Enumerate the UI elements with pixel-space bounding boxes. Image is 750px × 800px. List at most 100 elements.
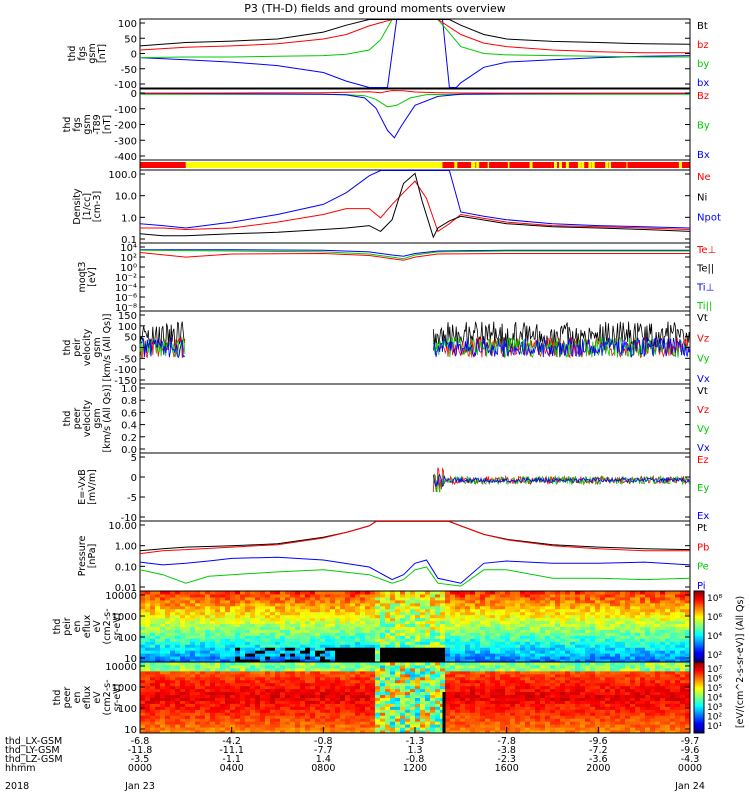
spectrogram-cell [515,673,521,678]
spectrogram-cell [205,718,211,722]
spectrogram-cell [605,608,611,613]
spectrogram-cell [560,682,566,687]
spectrogram-cell [400,724,406,728]
spectrogram-cell [210,676,216,681]
spectrogram-cell [320,641,326,645]
spectrogram-cell [600,638,606,642]
series-Ti|| [139,249,690,260]
spectrogram-cell [200,670,206,675]
spectrogram-cell [395,614,401,619]
spectrogram-cell [175,670,181,675]
spectrogram-cell [465,659,471,663]
spectrogram-cell [545,656,551,660]
spectrogram-cell [370,591,376,595]
spectrogram-cell [150,712,156,716]
spectrogram-cell [490,670,496,675]
spectrogram-cell [465,685,471,690]
spectrogram-cell [255,650,261,654]
spectrogram-cell [530,724,536,728]
spectrogram-cell [620,596,626,601]
spectrogram-cell [380,718,386,722]
spectrogram-cell [265,656,271,660]
spectrogram-cell [160,730,166,734]
spectrogram-cell [520,647,526,651]
spectrogram-cell [185,673,191,678]
legend-by: by [697,59,709,70]
spectrogram-cell [340,676,346,681]
spectrogram-cell [175,715,181,719]
spectrogram-cell [220,602,226,607]
spectrogram-cell [460,709,466,713]
spectrogram-cell [445,679,451,684]
spectrogram-cell [475,682,481,687]
spectrogram-cell [285,644,291,648]
spectrogram-cell [660,638,666,642]
spectrogram-cell [365,614,371,619]
spectrogram-cell [275,599,281,604]
spectrogram-cell [385,691,391,696]
spectrogram-cell [150,641,156,645]
spectrogram-cell [160,667,166,672]
spectrogram-cell [540,718,546,722]
spectrogram-cell [445,703,451,707]
spectrogram-cell [180,703,186,707]
spectrogram-cell [315,706,321,710]
spectrogram-cell [205,641,211,645]
spectrogram-cell [555,706,561,710]
spectrogram-cell [420,679,426,684]
spectrogram-cell [660,641,666,645]
spectrogram-cell [425,697,431,701]
spectrogram-cell [195,653,201,657]
spectrogram-cell [310,670,316,675]
spectrogram-cell [585,611,591,616]
spectrogram-cell [365,715,371,719]
spectrogram-cell [320,647,326,651]
spectrogram-cell [250,626,256,630]
spectrogram-cell [645,596,651,601]
legend-Bx: Bx [697,150,710,161]
spectrogram-cell [650,635,656,639]
spectrogram-cell [395,662,401,666]
spectrogram-cell [450,644,456,648]
spectrogram-cell [220,614,226,619]
series-Pi [139,556,691,584]
mode-marker [546,162,550,168]
spectrogram-cell [360,629,366,633]
spectrogram-cell [355,596,361,601]
mode-marker [577,162,581,168]
spectrogram-cell [185,629,191,633]
spectrogram-cell [410,682,416,687]
spectrogram-cell [670,641,676,645]
spectrogram-cell [665,650,671,654]
spectrogram-cell [600,641,606,645]
spectrogram-cell [230,629,236,633]
spectrogram-cell [375,676,381,681]
spectrogram-cell [525,670,531,675]
spectrogram-cell [330,638,336,642]
spectrogram-cell [380,626,386,630]
spectrogram-cell [655,593,661,598]
spectrogram-cell [450,635,456,639]
spectrogram-cell [290,656,296,660]
mode-segment [140,162,186,168]
spectrogram-cell [375,602,381,607]
spectrogram-cell [565,641,571,645]
spectrogram-cell [665,611,671,616]
spectrogram-cell [220,715,226,719]
mode-marker [627,162,631,168]
spectrogram-cell [225,614,231,619]
spectrogram-cell [215,638,221,642]
spectrogram-cell [330,721,336,725]
spectrogram-cell [540,653,546,657]
spectrogram-cell [340,718,346,722]
spectrogram-cell [485,679,491,684]
spectrogram-cell [240,676,246,681]
spectrogram-cell [515,662,521,666]
spectrogram-cell [495,679,501,684]
spectrogram-cell [200,656,206,660]
spectrogram-cell [175,617,181,622]
spectrogram-cell [265,596,271,601]
spectrogram-cell [445,700,451,704]
spectrogram-cell [395,617,401,622]
spectrogram-cell [400,626,406,630]
